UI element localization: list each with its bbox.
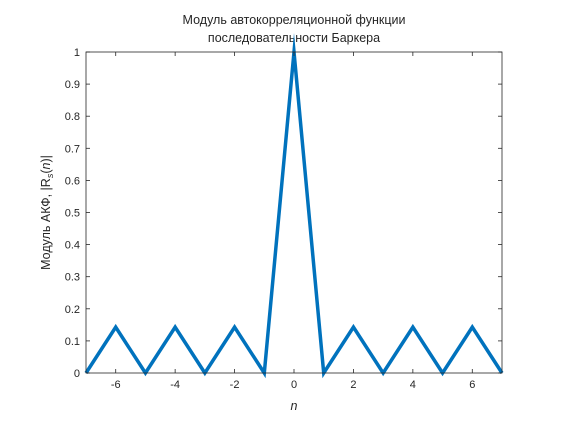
y-axis-label: Модуль АКФ, |Rs(n)| [39, 155, 55, 270]
x-tick-label: 4 [410, 379, 416, 391]
y-tick-label: 0.2 [65, 304, 80, 316]
x-tick-label: 2 [350, 379, 356, 391]
y-axis-label-suffix: )| [39, 155, 53, 162]
y-tick-label: 0.3 [65, 272, 80, 284]
y-tick-label: 0.9 [65, 79, 80, 91]
y-tick-label: 0.5 [65, 208, 80, 220]
x-tick-label: 0 [291, 379, 297, 391]
y-tick-label: 0.8 [65, 111, 80, 123]
y-axis-label-arg: n [39, 163, 53, 170]
chart-title-line-1: Модуль автокорреляционной функции [183, 13, 406, 27]
y-tick-label: 0.1 [65, 336, 80, 348]
y-tick-label: 0 [74, 368, 80, 380]
axes-layer: -6 -4 -2 0 2 4 6 0 0.1 0.2 0.3 0.4 0.5 0.6 0.7 0.8 0.9 1 [65, 47, 503, 391]
x-tick-label: -4 [170, 379, 180, 391]
x-tick-label: -6 [111, 379, 121, 391]
y-tick-label: 0.7 [65, 143, 80, 155]
y-tick-label: 1 [74, 47, 80, 59]
y-tick-label: 0.6 [65, 175, 80, 187]
y-axis-label-subscript: s [45, 173, 55, 178]
x-tick-label: -2 [230, 379, 240, 391]
x-tick-label: 6 [469, 379, 475, 391]
plot-area [86, 52, 502, 373]
y-axis-label-middle: ( [39, 169, 53, 174]
x-axis-label: n [291, 399, 298, 413]
y-tick-label: 0.4 [65, 240, 80, 252]
y-axis-label-prefix: Модуль АКФ, |R [39, 178, 53, 270]
